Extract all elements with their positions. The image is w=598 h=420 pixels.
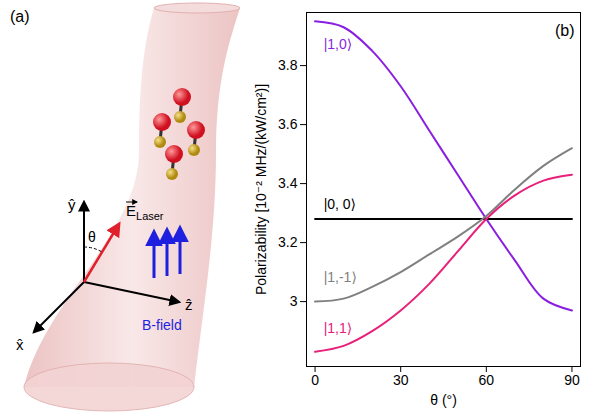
svg-text:(a): (a): [10, 8, 30, 25]
svg-text:ŷ: ŷ: [68, 196, 76, 213]
svg-text:x̂: x̂: [16, 336, 24, 353]
svg-text:|0, 0⟩: |0, 0⟩: [324, 196, 356, 212]
svg-text:θ (°): θ (°): [430, 392, 457, 408]
svg-text:3.4: 3.4: [278, 175, 298, 191]
svg-text:90: 90: [564, 372, 580, 388]
svg-text:3: 3: [290, 293, 298, 309]
svg-text:0: 0: [311, 372, 319, 388]
svg-text:3.6: 3.6: [278, 116, 298, 132]
svg-text:30: 30: [393, 372, 409, 388]
svg-text:ELaser: ELaser: [126, 202, 164, 222]
svg-text:ẑ: ẑ: [185, 296, 193, 313]
svg-text:60: 60: [479, 372, 495, 388]
svg-text:|1,1⟩: |1,1⟩: [324, 320, 353, 336]
svg-text:Polarizability [10⁻² MHz/(kW/c: Polarizability [10⁻² MHz/(kW/cm²)]: [253, 84, 269, 295]
svg-text:3.2: 3.2: [278, 234, 298, 250]
svg-text:θ: θ: [88, 229, 96, 245]
svg-text:|1,-1⟩: |1,-1⟩: [324, 269, 357, 285]
svg-text:B-field: B-field: [142, 317, 182, 333]
svg-text:|1,0⟩: |1,0⟩: [324, 36, 353, 52]
svg-text:3.8: 3.8: [278, 57, 298, 73]
svg-text:(b): (b): [555, 22, 575, 39]
